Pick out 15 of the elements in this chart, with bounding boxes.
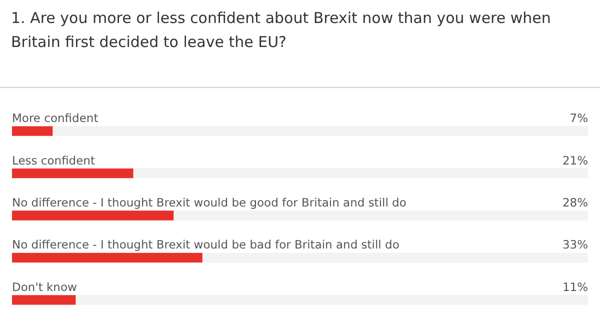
data-label: 21% bbox=[562, 153, 588, 168]
data-label: 7% bbox=[570, 111, 588, 126]
y-tick-label: Don't know bbox=[12, 280, 77, 294]
y-tick-label: Less confident bbox=[12, 153, 96, 168]
bar bbox=[12, 295, 76, 305]
data-label: 28% bbox=[562, 196, 588, 210]
chart-title: 1. Are you more or less confident about Brexit now than you were when Britain first decided to leave the EU? bbox=[11, 8, 552, 53]
bar bbox=[12, 168, 134, 178]
bar bbox=[12, 252, 202, 263]
bar bbox=[12, 126, 53, 136]
y-tick-label: More confident bbox=[12, 111, 99, 126]
data-label: 33% bbox=[562, 238, 588, 252]
y-tick-label: No difference - I thought Brexit would be bad for Britain and still do bbox=[12, 238, 400, 252]
y-tick-label: No difference - I thought Brexit would be good for Britain and still do bbox=[12, 196, 406, 210]
data-label: 11% bbox=[562, 280, 588, 294]
